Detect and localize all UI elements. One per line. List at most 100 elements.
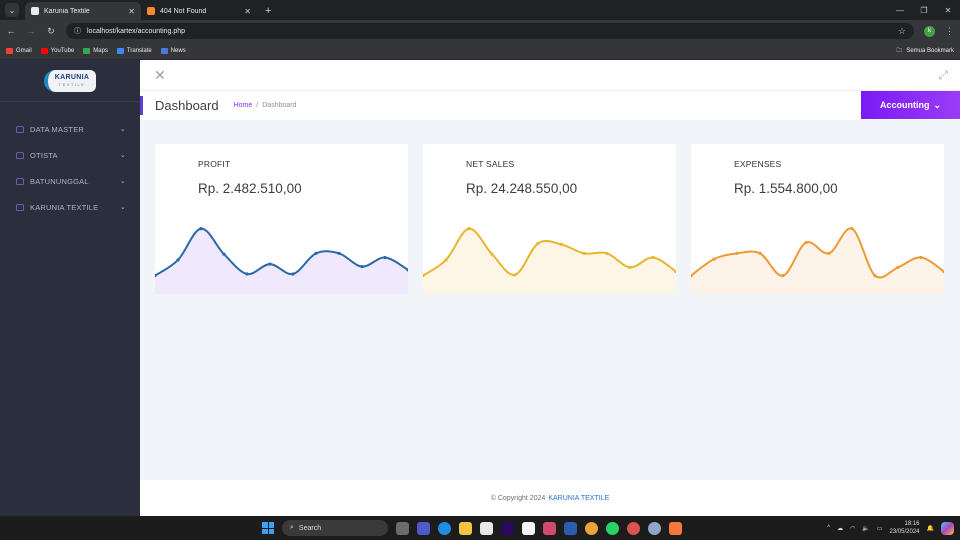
site-info-icon[interactable]: ⓘ bbox=[74, 28, 81, 35]
browser-menu-icon[interactable]: ⋮ bbox=[945, 25, 954, 36]
accounting-dropdown-button[interactable]: Accounting ⌄ bbox=[861, 91, 960, 119]
footer: © Copyright 2024 KARUNIA TEXTILE bbox=[140, 480, 960, 516]
xampp-icon[interactable] bbox=[669, 521, 682, 535]
reload-icon[interactable]: ↻ bbox=[47, 25, 55, 36]
brand-logo[interactable]: KARUNIA TEXTILE bbox=[0, 60, 140, 102]
tab-404-not-found[interactable]: 404 Not Found ✕ bbox=[141, 2, 257, 20]
bookmark-gmail[interactable]: Gmail bbox=[6, 47, 32, 54]
sidebar-menu: DATA MASTER ⌄ OTISTA ⌄ BATUNUNGGAL ⌄ KAR… bbox=[0, 102, 140, 220]
all-bookmarks-button[interactable]: 🗀 Semua Bookmark bbox=[896, 46, 954, 56]
database-icon bbox=[16, 125, 24, 133]
edge-icon[interactable] bbox=[438, 521, 451, 535]
back-icon[interactable]: ← bbox=[6, 26, 16, 36]
chevron-down-icon: ⌄ bbox=[119, 204, 126, 211]
footer-brand-link[interactable]: KARUNIA TEXTILE bbox=[548, 494, 610, 502]
close-window-icon[interactable]: ✕ bbox=[944, 5, 952, 15]
sidebar-item-batununggal[interactable]: BATUNUNGGAL ⌄ bbox=[0, 168, 140, 194]
minimize-icon[interactable]: — bbox=[896, 5, 904, 15]
onedrive-icon[interactable]: ☁ bbox=[837, 525, 844, 532]
tab-title: 404 Not Found bbox=[160, 7, 207, 15]
close-tab-icon[interactable]: ✕ bbox=[128, 6, 135, 16]
bookmark-maps[interactable]: Maps bbox=[83, 47, 108, 54]
task-view-icon[interactable] bbox=[396, 521, 409, 535]
tab-search-button[interactable]: ⌄ bbox=[5, 3, 19, 17]
chrome-profile-icon[interactable] bbox=[627, 521, 640, 535]
close-tab-icon[interactable]: ✕ bbox=[244, 6, 251, 16]
news-icon bbox=[160, 47, 168, 54]
store-icon bbox=[16, 177, 24, 185]
taskbar-search-input[interactable]: ⌕ Search bbox=[282, 520, 388, 536]
tab-karunia-textile[interactable]: Karunia Textile ✕ bbox=[25, 2, 141, 20]
chevron-down-icon: ⌄ bbox=[119, 152, 126, 159]
notepad-icon[interactable] bbox=[522, 521, 535, 535]
snipping-tool-icon[interactable] bbox=[543, 521, 556, 535]
copilot-icon[interactable] bbox=[941, 521, 954, 535]
page-header: Dashboard Home / Dashboard Accounting ⌄ bbox=[140, 91, 960, 120]
forward-icon[interactable]: → bbox=[26, 26, 36, 36]
microsoft-store-icon[interactable] bbox=[480, 521, 493, 535]
teams-icon[interactable] bbox=[417, 521, 430, 535]
sidebar-item-karunia-textile[interactable]: KARUNIA TEXTILE ⌄ bbox=[0, 194, 140, 220]
bookmark-label: News bbox=[170, 47, 186, 54]
whatsapp-icon[interactable] bbox=[606, 521, 619, 535]
page-title: Dashboard bbox=[155, 98, 219, 113]
store-icon bbox=[16, 151, 24, 159]
url-text: localhost/kartex/accounting.php bbox=[87, 27, 186, 35]
clock-date: 23/05/2024 bbox=[889, 529, 920, 535]
bookmark-star-icon[interactable]: ☆ bbox=[897, 25, 906, 36]
chevron-down-icon: ⌄ bbox=[933, 99, 942, 110]
accounting-label: Accounting bbox=[879, 100, 930, 110]
breadcrumb: Home / Dashboard bbox=[234, 102, 297, 109]
search-placeholder: Search bbox=[298, 524, 322, 532]
gmail-icon bbox=[6, 47, 13, 54]
show-hidden-icons-icon[interactable]: ^ bbox=[827, 525, 831, 531]
translate-icon bbox=[116, 47, 124, 54]
close-sidebar-icon[interactable]: ✕ bbox=[154, 66, 166, 83]
sidebar-item-otista[interactable]: OTISTA ⌄ bbox=[0, 142, 140, 168]
chevron-down-icon: ⌄ bbox=[119, 126, 126, 133]
system-clock[interactable]: 18:16 23/05/2024 bbox=[889, 520, 919, 536]
bookmarks-bar: Gmail YouTube Maps Translate News 🗀 Semua… bbox=[0, 42, 960, 60]
file-explorer-icon[interactable] bbox=[459, 521, 472, 535]
battery-icon[interactable]: ▭ bbox=[876, 525, 883, 532]
new-tab-button[interactable]: + bbox=[265, 5, 272, 17]
bookmark-translate[interactable]: Translate bbox=[116, 47, 152, 54]
card-title: EXPENSES bbox=[734, 159, 782, 169]
folder-icon: 🗀 bbox=[896, 47, 903, 54]
profit-card: PROFIT Rp. 2.482.510,00 bbox=[155, 144, 408, 294]
notification-bell-icon[interactable]: 🔔 bbox=[926, 525, 934, 532]
premiere-icon[interactable] bbox=[501, 521, 514, 535]
restore-icon[interactable]: ❐ bbox=[920, 5, 928, 15]
bookmark-label: Gmail bbox=[16, 47, 32, 54]
bookmark-news[interactable]: News bbox=[160, 47, 186, 54]
url-input[interactable]: ⓘ localhost/kartex/accounting.php ☆ bbox=[66, 23, 914, 39]
address-bar-row: ← → ↻ ⓘ localhost/kartex/accounting.php … bbox=[0, 20, 960, 42]
net-sales-card: NET SALES Rp. 24.248.550,00 bbox=[423, 144, 676, 294]
card-value: Rp. 24.248.550,00 bbox=[466, 181, 578, 196]
breadcrumb-current: Dashboard bbox=[262, 102, 297, 109]
system-tray: ^ ☁ ◠ 🔈 ▭ 18:16 23/05/2024 🔔 bbox=[827, 516, 954, 540]
wifi-icon[interactable]: ◠ bbox=[850, 525, 856, 532]
taskbar-apps: ⌕ Search bbox=[262, 516, 682, 540]
chevron-down-icon: ⌄ bbox=[119, 178, 126, 185]
top-bar: ✕ ⤢ bbox=[140, 60, 960, 91]
breadcrumb-separator: / bbox=[256, 102, 259, 109]
bookmark-youtube[interactable]: YouTube bbox=[40, 47, 75, 54]
fullscreen-icon[interactable]: ⤢ bbox=[938, 67, 948, 82]
profit-sparkline-chart bbox=[155, 227, 408, 294]
windows-start-icon[interactable] bbox=[262, 522, 274, 534]
bookmark-label: Maps bbox=[93, 47, 108, 54]
word-icon[interactable] bbox=[564, 521, 577, 535]
bookmark-label: YouTube bbox=[50, 47, 75, 54]
chrome-icon[interactable] bbox=[585, 521, 598, 535]
app-root: KARUNIA TEXTILE DATA MASTER ⌄ OTISTA ⌄ B… bbox=[0, 60, 960, 516]
breadcrumb-home-link[interactable]: Home bbox=[233, 102, 253, 109]
main-content: ✕ ⤢ Dashboard Home / Dashboard Accountin… bbox=[140, 60, 960, 516]
volume-icon[interactable]: 🔈 bbox=[862, 525, 870, 532]
settings-icon[interactable] bbox=[648, 521, 661, 535]
copyright-text: © Copyright 2024 bbox=[490, 494, 546, 502]
profile-avatar[interactable]: k bbox=[924, 25, 935, 37]
stat-cards: PROFIT Rp. 2.482.510,00 NET SALES Rp. 24… bbox=[155, 144, 944, 294]
karunia-logo-icon: KARUNIA TEXTILE bbox=[44, 69, 96, 92]
sidebar-item-data-master[interactable]: DATA MASTER ⌄ bbox=[0, 116, 140, 142]
